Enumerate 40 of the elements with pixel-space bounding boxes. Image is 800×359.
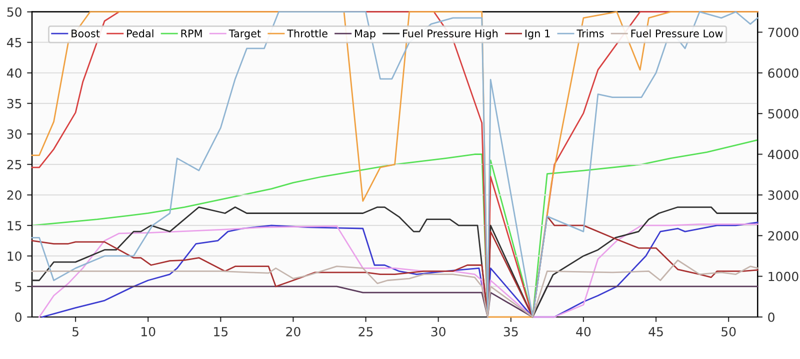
legend-label: Ign 1: [525, 30, 550, 40]
y2-tick-label: 5000: [768, 109, 798, 118]
x-tick-label: 45: [648, 327, 663, 336]
y2-tick-label: 7000: [768, 28, 798, 38]
legend-label: Throttle: [287, 29, 328, 38]
legend-label: Trims: [576, 29, 604, 38]
y-tick-label: 20: [7, 190, 22, 200]
y-tick-label: 15: [8, 221, 22, 230]
x-tick-label: 20: [286, 326, 300, 336]
y-tick-label: 40: [6, 68, 22, 78]
x-tick-label: 15: [214, 327, 228, 336]
legend-label: Target: [228, 30, 261, 40]
legend-label: RPM: [181, 30, 202, 38]
y-tick-label: 25: [7, 160, 22, 170]
line-series: [31, 11, 758, 318]
y-tick-label: 50: [7, 7, 22, 17]
x-tick-label: 40: [576, 326, 591, 336]
y-tick-label: 0: [15, 312, 22, 322]
x-tick-label: 25: [358, 326, 373, 336]
x-tick-label: 35: [504, 326, 518, 336]
y-tick-label: 5: [15, 282, 22, 292]
y-tick-label: 10: [8, 251, 22, 261]
y-tick-label: 35: [7, 98, 22, 108]
legend-label: Fuel Pressure High: [403, 29, 498, 40]
x-tick-label: 5: [72, 327, 78, 336]
x-tick-label: 10: [142, 326, 156, 336]
legend-label: Map: [355, 30, 376, 40]
y2-tick-label: 2000: [768, 231, 798, 241]
y2-tick-label: 0: [768, 312, 774, 322]
y-tick-label: 30: [7, 129, 22, 139]
legend-label: Boost: [72, 30, 100, 38]
x-tick-label: 30: [431, 326, 446, 336]
y2-tick-label: 4000: [768, 150, 798, 160]
y2-tick-label: 1000: [768, 272, 798, 282]
y2-tick-label: 3000: [768, 190, 798, 200]
y-tick-label: 45: [6, 38, 22, 48]
legend-label: Fuel Pressure Low: [631, 29, 723, 38]
legend-label: Pedal: [127, 29, 154, 38]
y2-tick-label: 6000: [768, 68, 798, 78]
x-tick-label: 50: [722, 326, 736, 336]
